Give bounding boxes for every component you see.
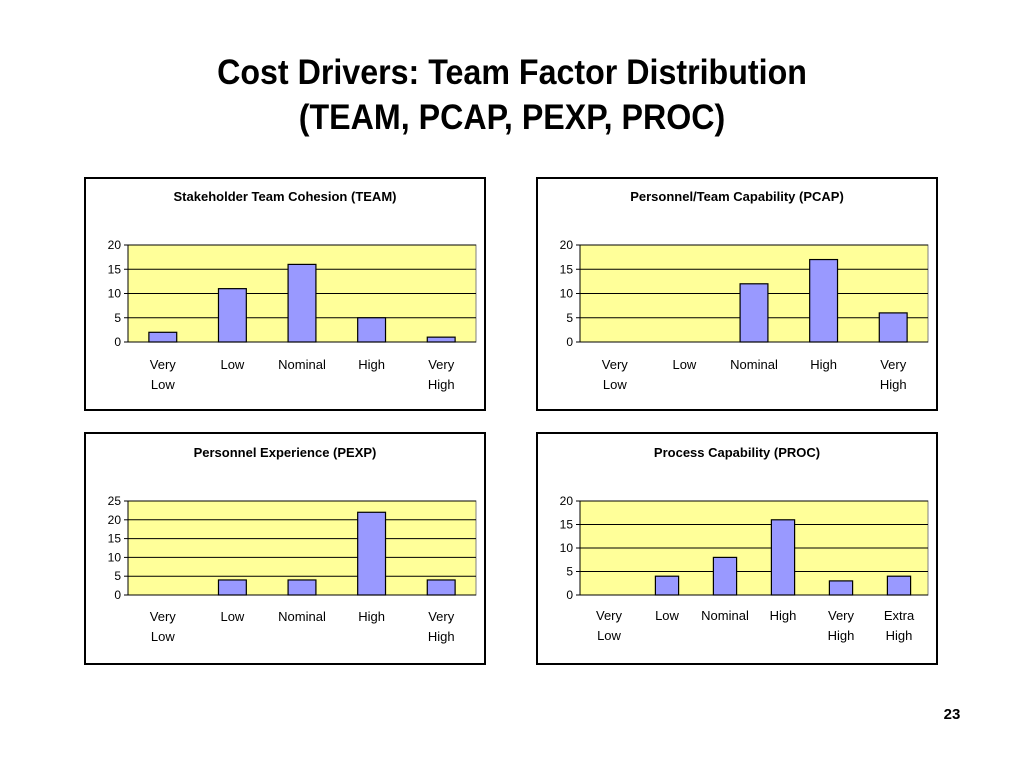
x-tick-label: Nominal [278,357,326,372]
x-tick-label: Very [150,609,177,624]
slide-title-line-1: Cost Drivers: Team Factor Distribution [217,53,807,92]
x-tick-label: High [770,608,797,623]
x-tick-label: Low [672,357,696,372]
chart-title: Process Capability (PROC) [654,445,820,460]
y-tick-label: 20 [108,513,122,527]
y-tick-label: 15 [108,532,122,546]
bar [357,511,387,596]
x-tick-label: Low [597,628,621,643]
bar [770,519,796,596]
x-tick-label: Low [151,377,175,392]
x-tick-label: Very [880,357,907,372]
bar [809,258,839,343]
x-tick-label: Very [428,609,455,624]
chart-pexp: Personnel Experience (PEXP) 0 5 10 15 20 25 Ver… [84,432,486,665]
bar [148,331,178,343]
y-tick-label: 5 [566,311,573,325]
chart-svg: Personnel/Team Capability (PCAP) 0 5 10 15 20… [560,189,929,392]
x-tick-label: High [358,609,385,624]
page-number: 23 [943,706,961,723]
bar [287,579,317,596]
x-tick-label: Low [655,608,679,623]
y-tick-label: 5 [114,569,121,583]
y-tick-label: 10 [108,550,122,564]
bar [217,579,247,596]
x-tick-label: High [428,629,455,644]
x-tick-label: Low [151,629,175,644]
chart-pcap: Personnel/Team Capability (PCAP) 0 5 10 15 20… [536,177,938,411]
bar [426,336,456,343]
chart-title: Stakeholder Team Cohesion (TEAM) [174,189,397,204]
y-tick-label: 15 [560,262,574,276]
y-tick-label: 5 [114,311,121,325]
y-tick-label: 5 [566,565,573,579]
y-tick-label: 20 [108,238,122,252]
x-tick-label: Very [150,357,177,372]
bar [287,263,317,343]
x-tick-label: High [828,628,855,643]
chart-title: Personnel/Team Capability (PCAP) [630,189,844,204]
bar [426,579,456,596]
x-tick-label: High [428,377,455,392]
y-tick-label: 20 [560,494,574,508]
y-tick-label: 0 [114,588,121,602]
x-tick-label: Extra [884,608,915,623]
y-tick-label: 15 [108,262,122,276]
x-tick-label: Very [596,608,623,623]
slide-title: Cost Drivers: Team Factor Distribution (… [41,50,983,140]
slide-title-line-2: (TEAM, PCAP, PEXP, PROC) [298,98,726,137]
bar [739,283,769,343]
chart-svg: Personnel Experience (PEXP) 0 5 10 15 20 25 Ver… [108,445,477,644]
y-tick-label: 15 [560,518,574,532]
bar [712,556,738,596]
x-tick-label: High [880,377,907,392]
plot-area [127,500,477,596]
chart-team: Stakeholder Team Cohesion (TEAM) 0 5 10 15 20… [84,177,486,411]
y-tick-label: 10 [560,287,574,301]
bar [886,575,912,596]
x-tick-label: Low [220,609,244,624]
x-tick-label: Low [603,377,627,392]
x-tick-label: Very [428,357,455,372]
x-tick-label: High [886,628,913,643]
chart-title: Personnel Experience (PEXP) [194,445,377,460]
x-tick-label: Nominal [701,608,749,623]
x-tick-label: Low [220,357,244,372]
x-tick-label: Nominal [278,609,326,624]
y-tick-label: 10 [108,287,122,301]
bar [357,317,387,343]
bar [654,575,680,596]
y-tick-label: 0 [114,335,121,349]
x-tick-label: Nominal [730,357,778,372]
chart-proc: Process Capability (PROC) 0 5 10 15 20 Very Low… [536,432,938,665]
x-tick-label: Very [828,608,855,623]
chart-svg: Stakeholder Team Cohesion (TEAM) 0 5 10 15 20… [108,189,477,392]
chart-svg: Process Capability (PROC) 0 5 10 15 20 Very Low… [560,445,929,643]
y-tick-label: 0 [566,335,573,349]
x-tick-label: High [810,357,837,372]
bar [828,580,854,596]
x-tick-label: High [358,357,385,372]
bar [878,312,908,343]
x-tick-label: Very [602,357,629,372]
bar [217,288,247,343]
y-tick-label: 0 [566,588,573,602]
y-tick-label: 25 [108,494,122,508]
y-tick-label: 10 [560,541,574,555]
y-tick-label: 20 [560,238,574,252]
